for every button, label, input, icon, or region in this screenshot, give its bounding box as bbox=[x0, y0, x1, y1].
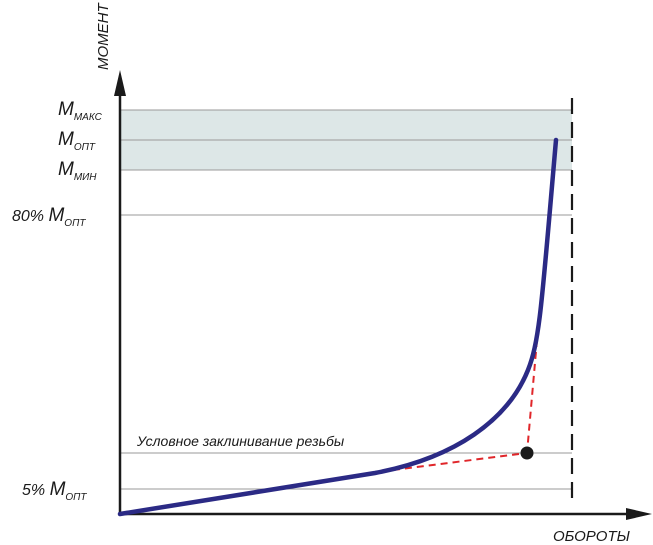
tangent-low-dashed-line bbox=[392, 452, 528, 471]
seizure-point bbox=[520, 446, 534, 460]
seizure-annotation: Условное заклинивание резьбы bbox=[136, 433, 345, 449]
m-opt-sub: ОПТ bbox=[74, 142, 96, 153]
m-min-sub: МИН bbox=[74, 172, 97, 183]
y-axis-title: МОМЕНТ bbox=[95, 2, 112, 70]
m-80-main: M bbox=[48, 205, 64, 226]
tangent-high-dashed-line bbox=[526, 339, 538, 454]
m-opt-main: M bbox=[58, 129, 74, 150]
m-80-sub: ОПТ bbox=[64, 218, 86, 229]
m-max-sub: МАКС bbox=[74, 112, 103, 123]
m-80-label: 80% MОПТ bbox=[12, 205, 86, 229]
y-axis-arrow-icon bbox=[114, 70, 126, 96]
m-min-label: MМИН bbox=[58, 159, 97, 183]
m-opt-label: MОПТ bbox=[58, 129, 96, 153]
x-axis-arrow-icon bbox=[626, 508, 652, 520]
m-5-sub: ОПТ bbox=[65, 492, 87, 503]
m-5-main: M bbox=[50, 479, 66, 500]
x-axis-title: ОБОРОТЫ bbox=[553, 528, 631, 545]
m-min-main: M bbox=[58, 159, 74, 180]
m-80-prefix: 80% bbox=[12, 208, 48, 225]
torque-curve bbox=[117, 137, 559, 517]
m-max-main: M bbox=[58, 99, 74, 120]
m-5-prefix: 5% bbox=[22, 482, 50, 499]
m-max-label: MМАКС bbox=[58, 99, 103, 123]
m-5-label: 5% MОПТ bbox=[22, 479, 87, 503]
